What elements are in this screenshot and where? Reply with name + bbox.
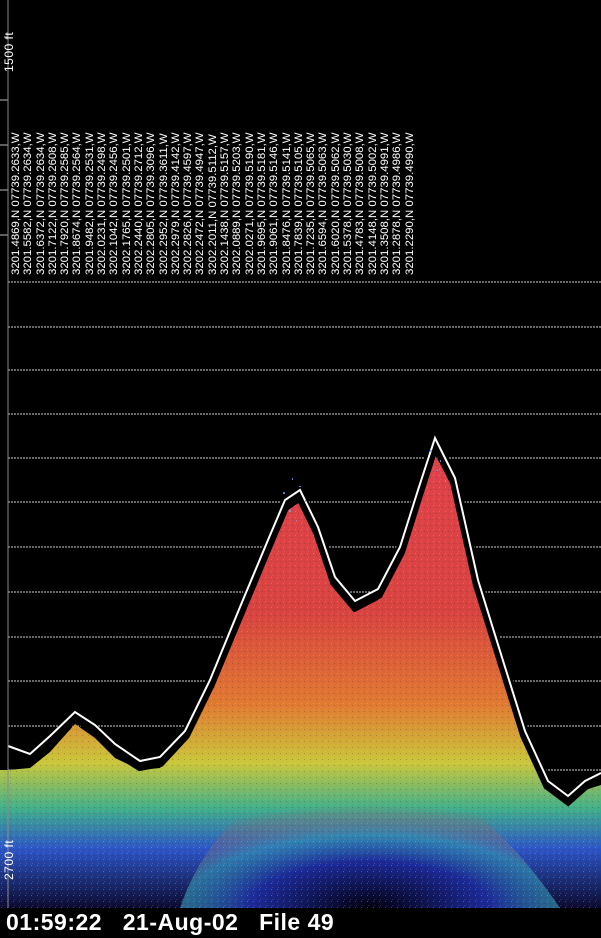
track-point: 3201.2290,N 07739.4990,W <box>403 0 416 276</box>
track-point: 3201.4148,N 07739.5002,W <box>366 0 379 276</box>
track-point: 3202.2011,N 07739.5112,W <box>207 0 219 275</box>
track-point-label: 3201.6020,N 07739.5062,W <box>329 132 342 276</box>
track-point: 3202.1042,N 07739.2456,W <box>108 0 121 276</box>
track-point-label: 3202.2979,N 07739.4142,W <box>169 132 182 276</box>
track-point: 3202.0889,N 07739.5203,W <box>231 0 244 276</box>
track-point: 3202.2952,N 07739.3611,W <box>158 0 170 275</box>
track-point-label: 3201.7920,N 07739.2585,W <box>59 132 72 276</box>
track-point: 3201.7122,N 07739.2608,W <box>46 0 59 276</box>
track-point: 3201.7839,N 07739.5105,W <box>292 0 305 276</box>
track-point: 3201.9695,N 07739.5181,W <box>255 0 268 276</box>
track-point: 3201.5378,N 07739.5030,W <box>342 0 355 276</box>
track-point: 3201.6594,N 07739.5063,W <box>317 0 330 276</box>
track-point: 3201.5582,N 07739.2634,W <box>22 0 35 276</box>
track-point: 3202.1765,N 07739.2501,W <box>120 0 133 276</box>
track-point-label: 3201.2290,N 07739.4990,W <box>403 132 416 276</box>
track-point-label: 3201.9695,N 07739.5181,W <box>255 132 268 276</box>
status-bar: 01:59:22 21-Aug-02 File 49 <box>0 908 601 938</box>
track-point: 3201.8476,N 07739.5141,W <box>280 0 293 276</box>
track-point-label: 3201.6594,N 07739.5063,W <box>317 132 330 276</box>
track-point-label: 3201.4783,N 07739.5008,W <box>354 132 367 276</box>
track-point-label: 3201.7122,N 07739.2608,W <box>46 132 59 276</box>
track-point-label: 3202.0271,N 07739.5190,W <box>243 132 256 276</box>
track-point: 3201.2878,N 07739.4986,W <box>391 0 404 276</box>
track-point: 3201.3508,N 07739.4991,W <box>378 0 391 276</box>
track-point: 3201.4869,N 07739.2633,W <box>10 0 22 276</box>
track-point-label: 3201.2878,N 07739.4986,W <box>391 132 404 276</box>
track-point-label: 3202.2805,N 07739.3096,W <box>145 132 158 276</box>
track-point-label: 3201.3508,N 07739.4991,W <box>378 132 391 276</box>
track-point-label: 3202.2826,N 07739.4597,W <box>182 132 195 276</box>
track-point-label: 3201.4148,N 07739.5002,W <box>366 132 379 276</box>
track-point: 3202.2472,N 07739.4947,W <box>194 0 207 276</box>
track-point: 3202.0231,N 07739.2498,W <box>96 0 109 276</box>
track-point-label: 3201.7839,N 07739.5105,W <box>292 132 305 276</box>
water-column-noise <box>283 450 446 521</box>
track-point-label: 3201.5378,N 07739.5030,W <box>342 132 355 276</box>
depth-bottom-label: 2700 ft <box>2 839 16 880</box>
track-point: 3202.0271,N 07739.5190,W <box>243 0 256 276</box>
track-point-label: 3202.2440,N 07739.2712,W <box>132 132 145 276</box>
track-coordinates: 3201.4869,N 07739.2633,W 3201.5582,N 0773… <box>10 0 416 276</box>
track-point-label: 3202.2952,N 07739.3611,W <box>157 133 170 275</box>
track-point-label: 3201.8476,N 07739.5141,W <box>280 132 293 276</box>
track-point-label: 3202.1765,N 07739.2501,W <box>120 132 133 276</box>
track-point: 3202.2826,N 07739.4597,W <box>182 0 195 276</box>
track-point: 3201.8674,N 07739.2564,W <box>71 0 84 276</box>
track-point-label: 3201.7235,N 07739.5065,W <box>305 132 318 276</box>
track-point-label: 3202.2472,N 07739.4947,W <box>194 132 207 276</box>
track-point: 3202.1438,N 07739.5157,W <box>219 0 232 276</box>
track-point-label: 3201.9482,N 07739.2531,W <box>83 132 96 276</box>
track-point: 3201.6020,N 07739.5062,W <box>329 0 342 276</box>
track-point-label: 3201.9061,N 07739.5146,W <box>268 132 281 276</box>
track-point: 3201.7920,N 07739.2585,W <box>59 0 72 276</box>
track-point-label: 3202.0231,N 07739.2498,W <box>96 132 109 276</box>
depth-ticks <box>0 99 8 236</box>
track-point-label: 3201.6372,N 07739.2634,W <box>34 132 47 276</box>
track-point-label: 3202.2011,N 07739.5112,W <box>206 134 219 275</box>
track-point: 3202.2805,N 07739.3096,W <box>145 0 158 276</box>
track-point-label: 3202.1438,N 07739.5157,W <box>219 132 232 276</box>
track-point-label: 3202.1042,N 07739.2456,W <box>108 132 121 276</box>
track-point: 3202.2979,N 07739.4142,W <box>169 0 182 276</box>
seafloor-trace <box>7 435 601 798</box>
track-point: 3201.7235,N 07739.5065,W <box>305 0 318 276</box>
status-text: 01:59:22 21-Aug-02 File 49 <box>6 909 335 935</box>
track-point-label: 3202.0889,N 07739.5203,W <box>231 132 244 276</box>
track-point-label: 3201.8674,N 07739.2564,W <box>71 132 84 276</box>
track-point: 3202.2440,N 07739.2712,W <box>132 0 145 276</box>
seafloor-return-line <box>6 428 601 807</box>
track-point-label: 3201.5582,N 07739.2634,W <box>22 132 35 276</box>
track-point: 3201.9061,N 07739.5146,W <box>268 0 281 276</box>
track-point: 3201.6372,N 07739.2634,W <box>34 0 47 276</box>
track-point: 3201.9482,N 07739.2531,W <box>83 0 96 276</box>
track-point: 3201.4783,N 07739.5008,W <box>354 0 367 276</box>
track-point-label: 3201.4869,N 07739.2633,W <box>10 132 22 276</box>
